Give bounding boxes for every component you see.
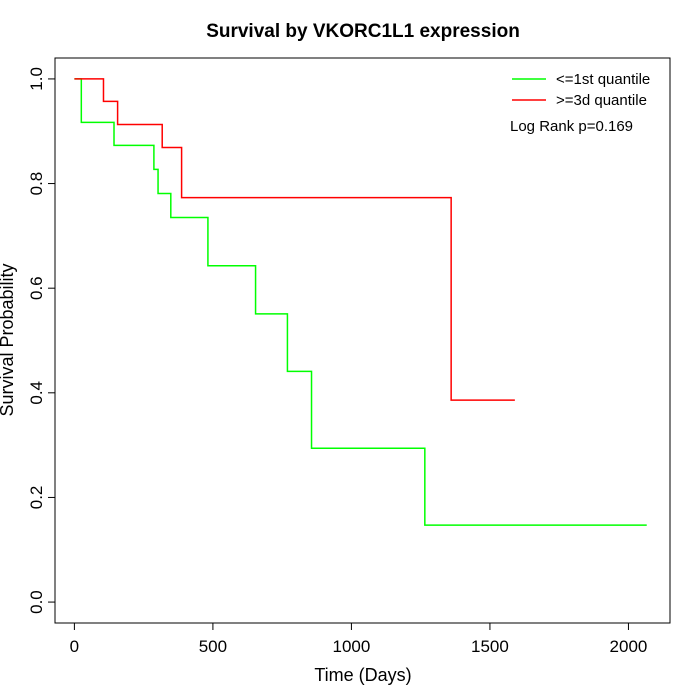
legend-label-low: <=1st quantile: [556, 71, 650, 88]
y-tick-label: 0.0: [27, 590, 46, 614]
legend-label-high: >=3d quantile: [556, 92, 647, 109]
y-axis: 0.0 0.2 0.4 0.6 0.8 1.0: [27, 67, 56, 614]
y-tick-label: 0.8: [27, 172, 46, 196]
x-axis: 0 500 1000 1500 2000: [70, 622, 648, 656]
x-tick-label: 500: [199, 637, 227, 656]
x-tick-label: 0: [70, 637, 79, 656]
y-axis-label: Survival Probability: [0, 263, 17, 416]
legend: <=1st quantile >=3d quantile: [512, 71, 650, 109]
y-tick-label: 0.6: [27, 276, 46, 300]
x-axis-label: Time (Days): [314, 665, 411, 685]
log-rank-annotation: Log Rank p=0.169: [510, 118, 633, 135]
x-tick-label: 1500: [471, 637, 509, 656]
y-tick-label: 0.2: [27, 486, 46, 510]
survival-curve-low: [74, 78, 647, 526]
y-tick-label: 1.0: [27, 67, 46, 91]
chart-title: Survival by VKORC1L1 expression: [206, 21, 520, 42]
x-tick-label: 2000: [610, 637, 648, 656]
plot-frame: [54, 57, 671, 624]
survival-curves: [74, 78, 647, 526]
survival-curve-high: [74, 78, 515, 401]
x-tick-label: 1000: [333, 637, 371, 656]
y-tick-label: 0.4: [27, 381, 46, 405]
